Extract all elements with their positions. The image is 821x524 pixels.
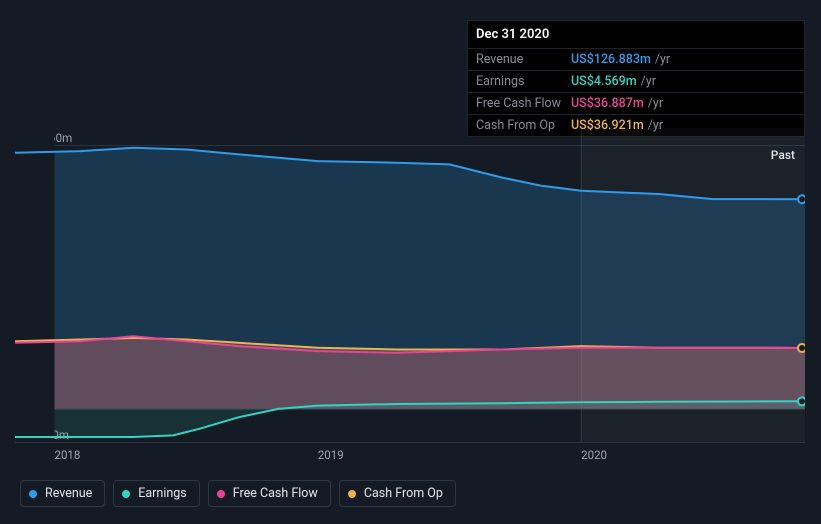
legend-item[interactable]: Earnings — [113, 480, 199, 507]
gridline — [15, 442, 805, 443]
legend-item[interactable]: Free Cash Flow — [208, 480, 331, 507]
tooltip-label: Earnings — [476, 74, 571, 89]
x-axis-label: 2018 — [55, 448, 81, 462]
legend-bullet-icon — [348, 490, 356, 498]
legend-label: Cash From Op — [364, 486, 443, 501]
legend: Revenue Earnings Free Cash Flow Cash From O… — [20, 480, 456, 507]
legend-bullet-icon — [29, 490, 37, 498]
tooltip-unit: /yr — [648, 96, 663, 111]
chart-container: Dec 31 2020 RevenueUS$126.883m/yrEarning… — [0, 0, 821, 524]
tooltip-label: Free Cash Flow — [476, 96, 571, 111]
legend-item[interactable]: Revenue — [20, 480, 105, 507]
tooltip-unit: /yr — [641, 74, 656, 89]
tooltip-value: US$36.887m — [571, 96, 644, 111]
tooltip-label: Revenue — [476, 52, 571, 67]
tooltip-date: Dec 31 2020 — [468, 21, 804, 49]
x-axis-label: 2020 — [581, 448, 607, 462]
x-axis-label: 2019 — [318, 448, 344, 462]
tooltip-row: RevenueUS$126.883m/yr — [468, 49, 804, 71]
chart-plot — [15, 128, 805, 442]
legend-label: Free Cash Flow — [233, 486, 318, 501]
tooltip-value: US$126.883m — [571, 52, 651, 67]
tooltip-unit: /yr — [655, 52, 670, 67]
legend-item[interactable]: Cash From Op — [339, 480, 456, 507]
legend-bullet-icon — [122, 490, 130, 498]
x-axis: 2018 2019 2020 — [0, 448, 821, 468]
legend-label: Earnings — [138, 486, 186, 501]
tooltip-row: Free Cash FlowUS$36.887m/yr — [468, 93, 804, 115]
tooltip-value: US$4.569m — [571, 74, 637, 89]
tooltip-row: EarningsUS$4.569m/yr — [468, 71, 804, 93]
legend-bullet-icon — [217, 490, 225, 498]
legend-label: Revenue — [45, 486, 92, 501]
past-label: Past — [771, 148, 795, 162]
hover-tooltip: Dec 31 2020 RevenueUS$126.883m/yrEarning… — [467, 20, 805, 137]
